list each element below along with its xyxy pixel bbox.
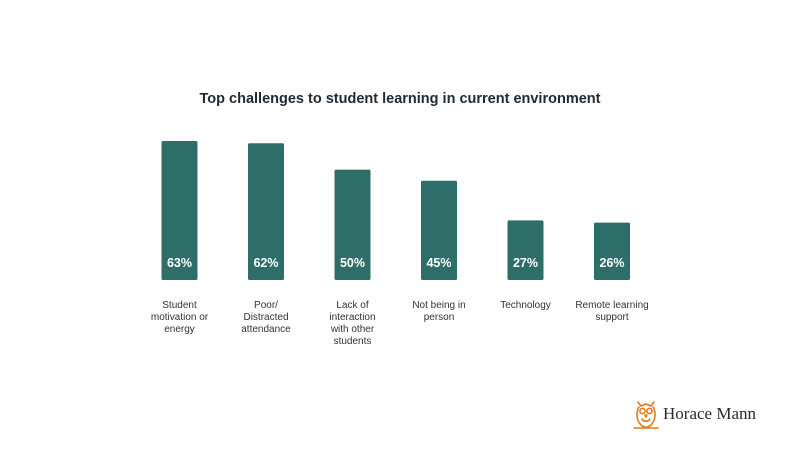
data-label-2: 62%: [253, 256, 278, 270]
data-label-1: 63%: [167, 256, 192, 270]
category-label-5: Technology: [500, 300, 551, 311]
category-label-1: Student motivation or energy: [150, 300, 209, 335]
chart-title: Top challenges to student learning in cu…: [199, 91, 601, 107]
bar-3: [334, 169, 371, 280]
bar-6: [594, 222, 630, 280]
category-label-3: Lack of interaction with other students: [329, 300, 376, 347]
bar-2: [248, 143, 284, 280]
bar-4: [421, 180, 457, 280]
data-label-4: 45%: [426, 256, 451, 270]
category-label-6: Remote learning support: [575, 300, 649, 323]
data-label-5: 27%: [513, 256, 538, 270]
bar-5: [507, 220, 544, 280]
category-label-4: Not being in person: [412, 300, 466, 323]
data-label-3: 50%: [340, 256, 365, 270]
brand-logo: Horace Mann: [633, 398, 756, 430]
data-label-6: 26%: [599, 256, 624, 270]
bar-1: [161, 141, 198, 280]
owl-icon: [633, 401, 659, 429]
category-label-2: Poor/ Distracted attendance: [241, 300, 291, 335]
brand-name: Horace Mann: [663, 404, 756, 423]
